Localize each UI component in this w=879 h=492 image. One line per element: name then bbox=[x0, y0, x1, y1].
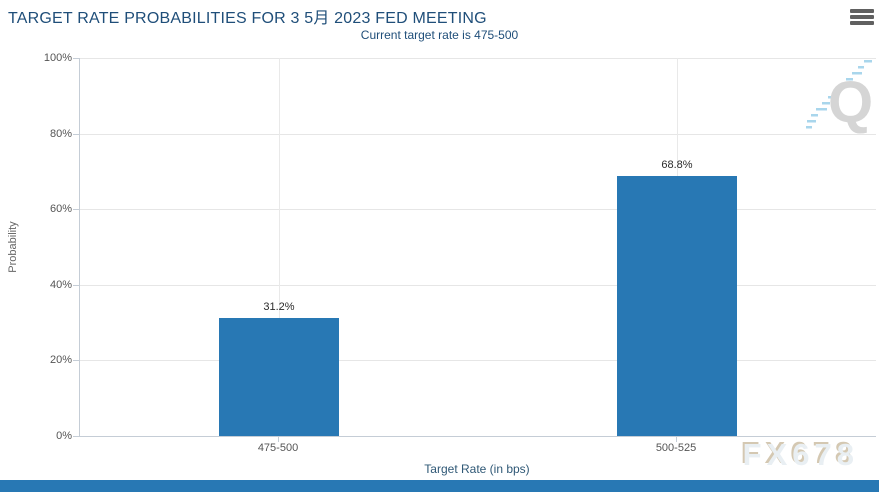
hamburger-icon bbox=[850, 15, 874, 19]
bar-value-label: 68.8% bbox=[661, 158, 693, 171]
y-axis-tick bbox=[73, 436, 79, 437]
probability-bar[interactable] bbox=[219, 318, 339, 436]
x-axis-tick bbox=[278, 437, 279, 442]
quikstrike-logo-watermark: Q bbox=[806, 56, 878, 136]
y-tick-label: 100% bbox=[43, 52, 72, 64]
y-axis-tick bbox=[73, 284, 79, 286]
y-tick-label: 80% bbox=[49, 127, 72, 140]
y-axis-tick bbox=[73, 58, 79, 59]
x-tick-label: 475-500 bbox=[257, 442, 299, 454]
chart-export-menu-button[interactable] bbox=[850, 9, 874, 26]
x-axis-tick bbox=[676, 437, 677, 442]
q-logo-icon: Q bbox=[806, 60, 873, 135]
category-gridline bbox=[279, 58, 280, 436]
footer-blue-bar bbox=[0, 480, 879, 492]
y-axis-tick bbox=[73, 133, 79, 135]
hamburger-icon bbox=[850, 21, 874, 25]
bar-value-label: 31.2% bbox=[263, 301, 295, 314]
svg-text:Q: Q bbox=[828, 70, 873, 135]
chart-title: TARGET RATE PROBABILITIES FOR 3 5月 2023 … bbox=[8, 10, 487, 27]
y-tick-label: 20% bbox=[49, 354, 72, 367]
y-axis-title: Probability bbox=[7, 221, 19, 273]
y-gridline bbox=[80, 360, 876, 362]
y-tick-label: 0% bbox=[56, 430, 72, 442]
probability-bar[interactable] bbox=[617, 175, 737, 436]
y-tick-label: 40% bbox=[49, 278, 72, 291]
y-tick-label: 60% bbox=[49, 203, 72, 216]
hamburger-icon bbox=[850, 9, 874, 13]
x-axis-title: Target Rate (in bps) bbox=[424, 462, 530, 476]
chart-subtitle: Current target rate is 475-500 bbox=[360, 28, 519, 42]
x-tick-label: 500-525 bbox=[655, 442, 697, 454]
y-gridline bbox=[80, 133, 876, 135]
y-gridline bbox=[80, 58, 876, 59]
fx678-brand-watermark: FX678 bbox=[742, 437, 859, 472]
y-axis-tick bbox=[73, 360, 79, 362]
y-axis-tick bbox=[73, 209, 79, 211]
y-gridline bbox=[80, 209, 876, 211]
y-gridline bbox=[80, 284, 876, 286]
plot-area: 31.2% 68.8% bbox=[79, 58, 876, 437]
